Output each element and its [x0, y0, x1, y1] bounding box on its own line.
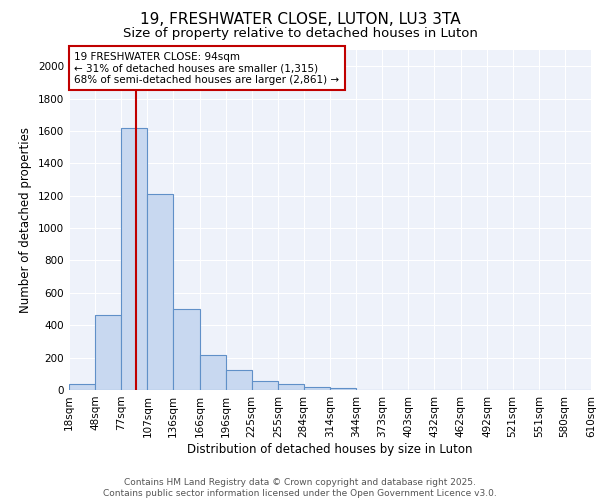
Text: Contains HM Land Registry data © Crown copyright and database right 2025.
Contai: Contains HM Land Registry data © Crown c…	[103, 478, 497, 498]
Bar	[69, 384, 95, 390]
Bar	[200, 355, 226, 390]
Bar	[304, 387, 330, 390]
Bar	[226, 370, 251, 390]
Text: 19 FRESHWATER CLOSE: 94sqm
← 31% of detached houses are smaller (1,315)
68% of s: 19 FRESHWATER CLOSE: 94sqm ← 31% of deta…	[74, 52, 340, 85]
Bar	[148, 194, 173, 390]
Bar	[251, 381, 278, 390]
Bar	[173, 309, 199, 390]
Text: Size of property relative to detached houses in Luton: Size of property relative to detached ho…	[122, 28, 478, 40]
Bar	[95, 314, 121, 390]
Text: 19, FRESHWATER CLOSE, LUTON, LU3 3TA: 19, FRESHWATER CLOSE, LUTON, LU3 3TA	[140, 12, 460, 28]
Y-axis label: Number of detached properties: Number of detached properties	[19, 127, 32, 313]
Bar	[121, 128, 148, 390]
Bar	[278, 384, 304, 390]
X-axis label: Distribution of detached houses by size in Luton: Distribution of detached houses by size …	[187, 442, 473, 456]
Bar	[330, 388, 356, 390]
